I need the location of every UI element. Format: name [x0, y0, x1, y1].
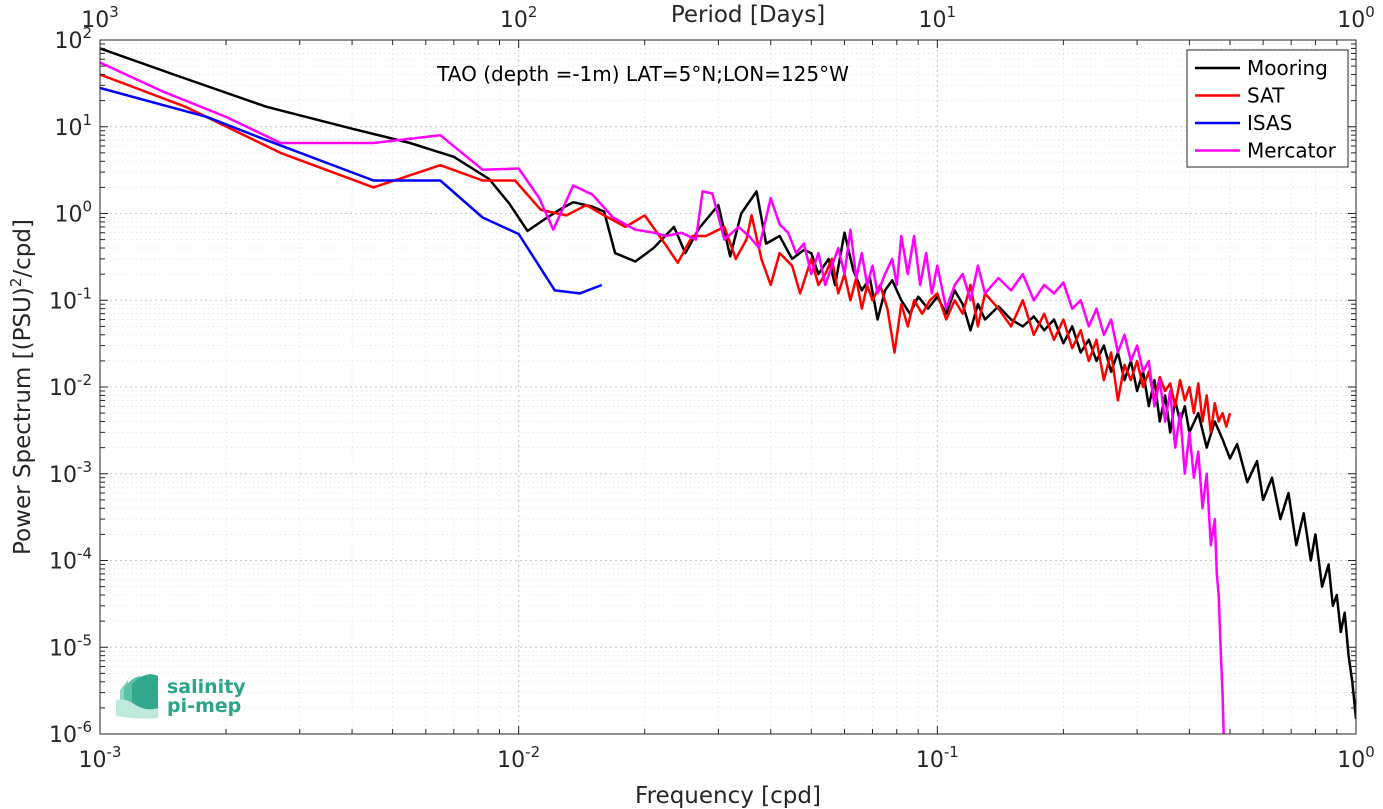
y-axis-label-main: Power Spectrum [(PSU) [10, 287, 36, 555]
top-tick-label-base: 10 [919, 8, 947, 33]
series-layer [100, 47, 1356, 734]
y-tick-label-exponent: -3 [77, 458, 92, 476]
x-tick-label-exponent: 0 [1365, 743, 1375, 761]
x-tick-label: 10-1 [916, 743, 959, 773]
series-line-mercator [100, 61, 1225, 734]
y-tick-label: 10-4 [49, 545, 92, 575]
logo-text-line1: salinity [167, 676, 246, 698]
top-tick-label-base: 10 [81, 8, 109, 33]
y-tick-label: 100 [54, 198, 92, 228]
series-line-mooring [100, 47, 1356, 719]
y-tick-label-exponent: -4 [77, 545, 92, 563]
y-tick-label-exponent: -2 [77, 371, 92, 389]
top-tick-label-exponent: 3 [109, 3, 119, 21]
top-tick-label: 103 [81, 3, 119, 33]
y-tick-label: 10-6 [49, 718, 92, 748]
x-axis-label: Frequency [cpd] [635, 783, 821, 809]
salinity-pi-mep-logo: salinity pi-mep [116, 674, 246, 719]
y-tick-label-base: 10 [49, 550, 77, 575]
top-tick-label-base: 10 [1337, 8, 1365, 33]
series-line-isas [100, 86, 603, 295]
y-tick-label-exponent: -5 [77, 631, 92, 649]
y-tick-label-base: 10 [49, 463, 77, 488]
y-tick-label-base: 10 [49, 376, 77, 401]
y-tick-label-base: 10 [49, 289, 77, 314]
legend-label: Mercator [1247, 139, 1337, 163]
legend-label: SAT [1247, 84, 1285, 108]
x-tick-label: 10-3 [79, 743, 122, 773]
y-tick-label-exponent: 1 [82, 111, 92, 129]
y-tick-label: 101 [54, 111, 92, 141]
tick-marks [99, 39, 1357, 735]
chart-title: TAO (depth =-1m) LAT=5°N;LON=125°W [436, 62, 849, 86]
x-tick-label-base: 10 [1337, 748, 1365, 773]
x-tick-label: 100 [1337, 743, 1375, 773]
y-tick-label-base: 10 [54, 116, 82, 141]
x-tick-label-exponent: -2 [525, 743, 540, 761]
y-axis-label: Power Spectrum [(PSU)2/cpd] [7, 219, 36, 555]
y-axis-label-exponent: 2 [7, 278, 25, 288]
logo-text-line2: pi-mep [167, 695, 241, 717]
legend-label: ISAS [1247, 111, 1292, 135]
logo-mark-icon [116, 674, 158, 719]
y-tick-label-exponent: -1 [77, 284, 92, 302]
legend-label: Mooring [1247, 56, 1328, 80]
top-tick-label-exponent: 1 [947, 3, 957, 21]
y-tick-label-exponent: 0 [82, 198, 92, 216]
x-tick-label-base: 10 [79, 748, 107, 773]
legend: Mooring SAT ISAS Mercator [1186, 49, 1349, 168]
top-tick-label-exponent: 2 [528, 3, 538, 21]
y-tick-label-base: 10 [54, 203, 82, 228]
legend-box [1186, 49, 1349, 168]
y-tick-label-exponent: -6 [77, 718, 92, 736]
x-tick-label-base: 10 [497, 748, 525, 773]
y-tick-label: 10-2 [49, 371, 92, 401]
y-tick-label: 10-3 [49, 458, 92, 488]
y-tick-label-exponent: 2 [82, 24, 92, 42]
series-line-sat [100, 73, 1232, 434]
y-tick-label-base: 10 [49, 723, 77, 748]
top-axis-label: Period [Days] [671, 2, 825, 28]
x-tick-label-base: 10 [916, 748, 944, 773]
y-tick-label-base: 10 [54, 29, 82, 54]
x-tick-label-exponent: -1 [944, 743, 959, 761]
top-tick-label: 100 [1337, 3, 1375, 33]
y-tick-label: 10-1 [49, 284, 92, 314]
x-tick-label: 10-2 [497, 743, 540, 773]
top-tick-label: 102 [500, 3, 538, 33]
top-tick-label-exponent: 0 [1365, 3, 1375, 21]
y-tick-label-base: 10 [49, 636, 77, 661]
y-tick-label: 10-5 [49, 631, 92, 661]
top-tick-label-base: 10 [500, 8, 528, 33]
y-tick-label: 102 [54, 24, 92, 54]
y-axis-label-tail: /cpd] [10, 219, 36, 278]
top-tick-label: 101 [919, 3, 957, 33]
x-tick-label-exponent: -3 [107, 743, 122, 761]
